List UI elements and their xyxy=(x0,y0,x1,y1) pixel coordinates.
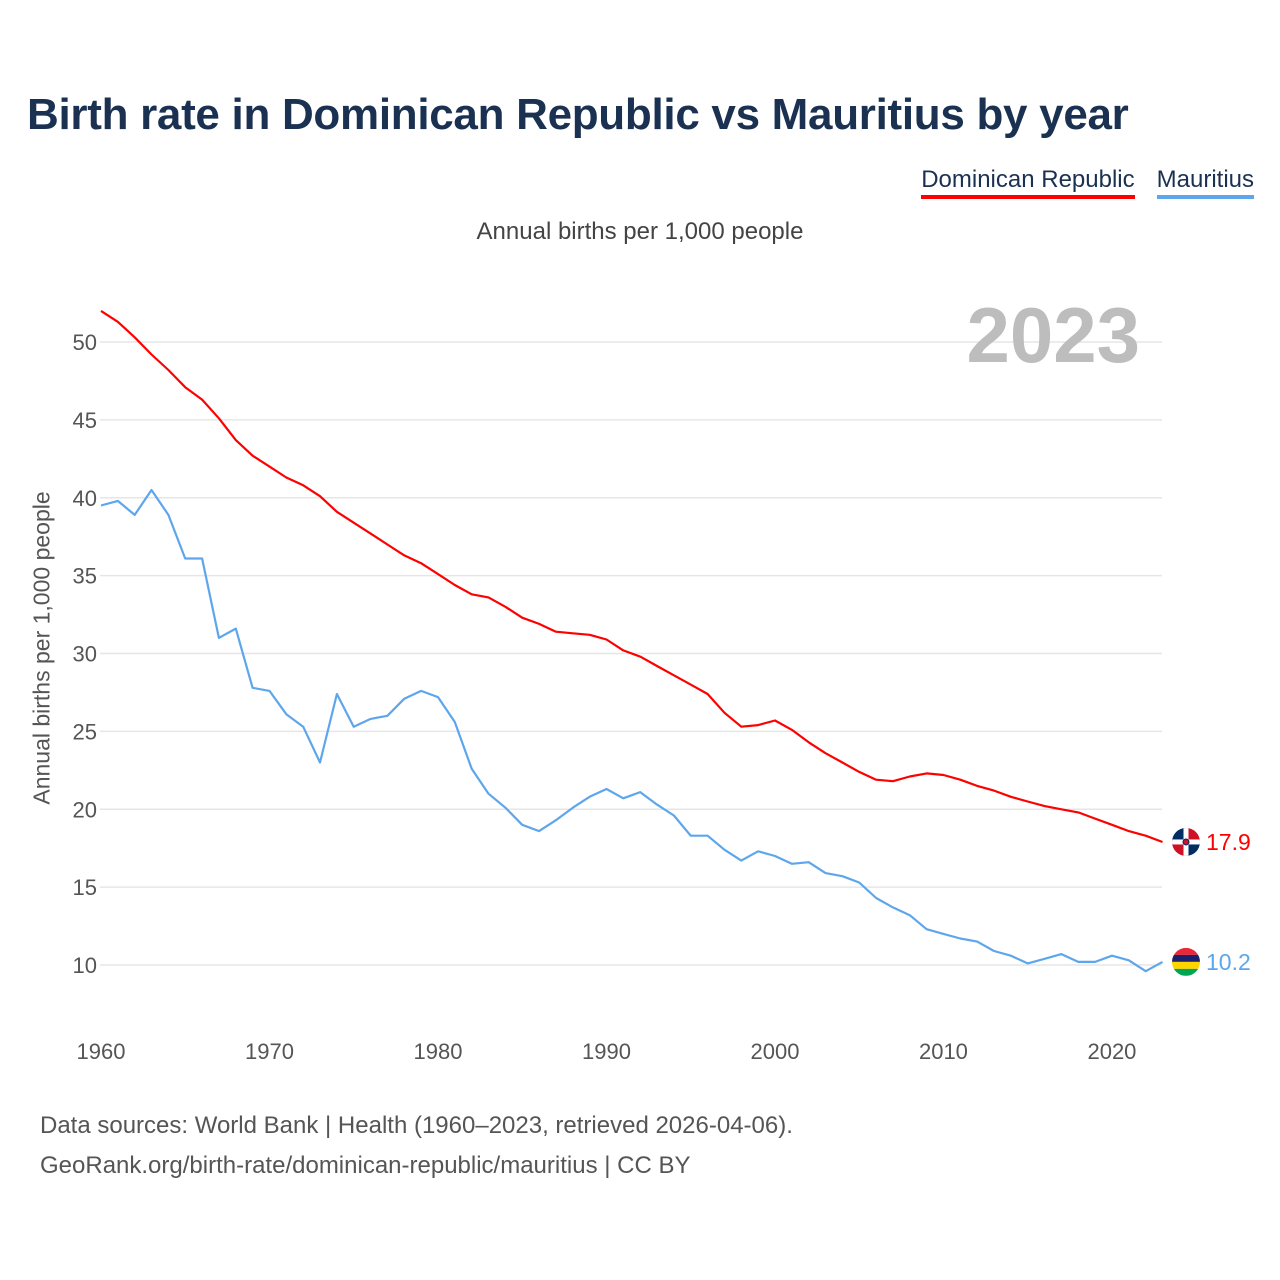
x-tick-label: 1960 xyxy=(77,1039,126,1064)
end-value-label: 10.2 xyxy=(1206,949,1251,975)
y-tick-label: 15 xyxy=(73,875,97,900)
x-tick-label: 1970 xyxy=(245,1039,294,1064)
source-line-2[interactable]: GeoRank.org/birth-rate/dominican-republi… xyxy=(40,1152,691,1179)
x-tick-label: 2000 xyxy=(750,1039,799,1064)
y-tick-label: 25 xyxy=(73,719,97,744)
legend-item-dominican-republic[interactable]: Dominican Republic xyxy=(921,166,1135,199)
y-tick-label: 35 xyxy=(73,564,97,589)
chart-title: Birth rate in Dominican Republic vs Maur… xyxy=(27,90,1129,139)
source-note: Data sources: World Bank | Health (1960–… xyxy=(40,1106,793,1186)
dominican-republic-flag-icon xyxy=(1172,827,1200,856)
legend-item-mauritius[interactable]: Mauritius xyxy=(1156,166,1254,199)
series-line-dominican-republic[interactable] xyxy=(100,309,1163,844)
y-tick-label: 45 xyxy=(73,408,97,433)
x-tick-label: 1990 xyxy=(582,1039,631,1064)
y-tick-label: 30 xyxy=(73,642,97,667)
end-value-label: 17.9 xyxy=(1206,829,1251,855)
series-line-mauritius[interactable] xyxy=(100,488,1164,973)
y-tick-label: 10 xyxy=(73,953,97,978)
legend: Dominican Republic Mauritius xyxy=(921,166,1254,199)
year-watermark: 2023 xyxy=(966,291,1140,379)
chart-subtitle: Annual births per 1,000 people xyxy=(476,218,804,245)
x-tick-label: 2020 xyxy=(1087,1039,1136,1064)
y-tick-label: 40 xyxy=(73,486,97,511)
x-tick-label: 1980 xyxy=(414,1039,463,1064)
x-tick-label: 2010 xyxy=(919,1039,968,1064)
mauritius-flag-icon xyxy=(1172,947,1200,976)
y-tick-label: 50 xyxy=(73,330,97,355)
y-tick-label: 20 xyxy=(73,797,97,822)
source-line-1: Data sources: World Bank | Health (1960–… xyxy=(40,1112,793,1139)
